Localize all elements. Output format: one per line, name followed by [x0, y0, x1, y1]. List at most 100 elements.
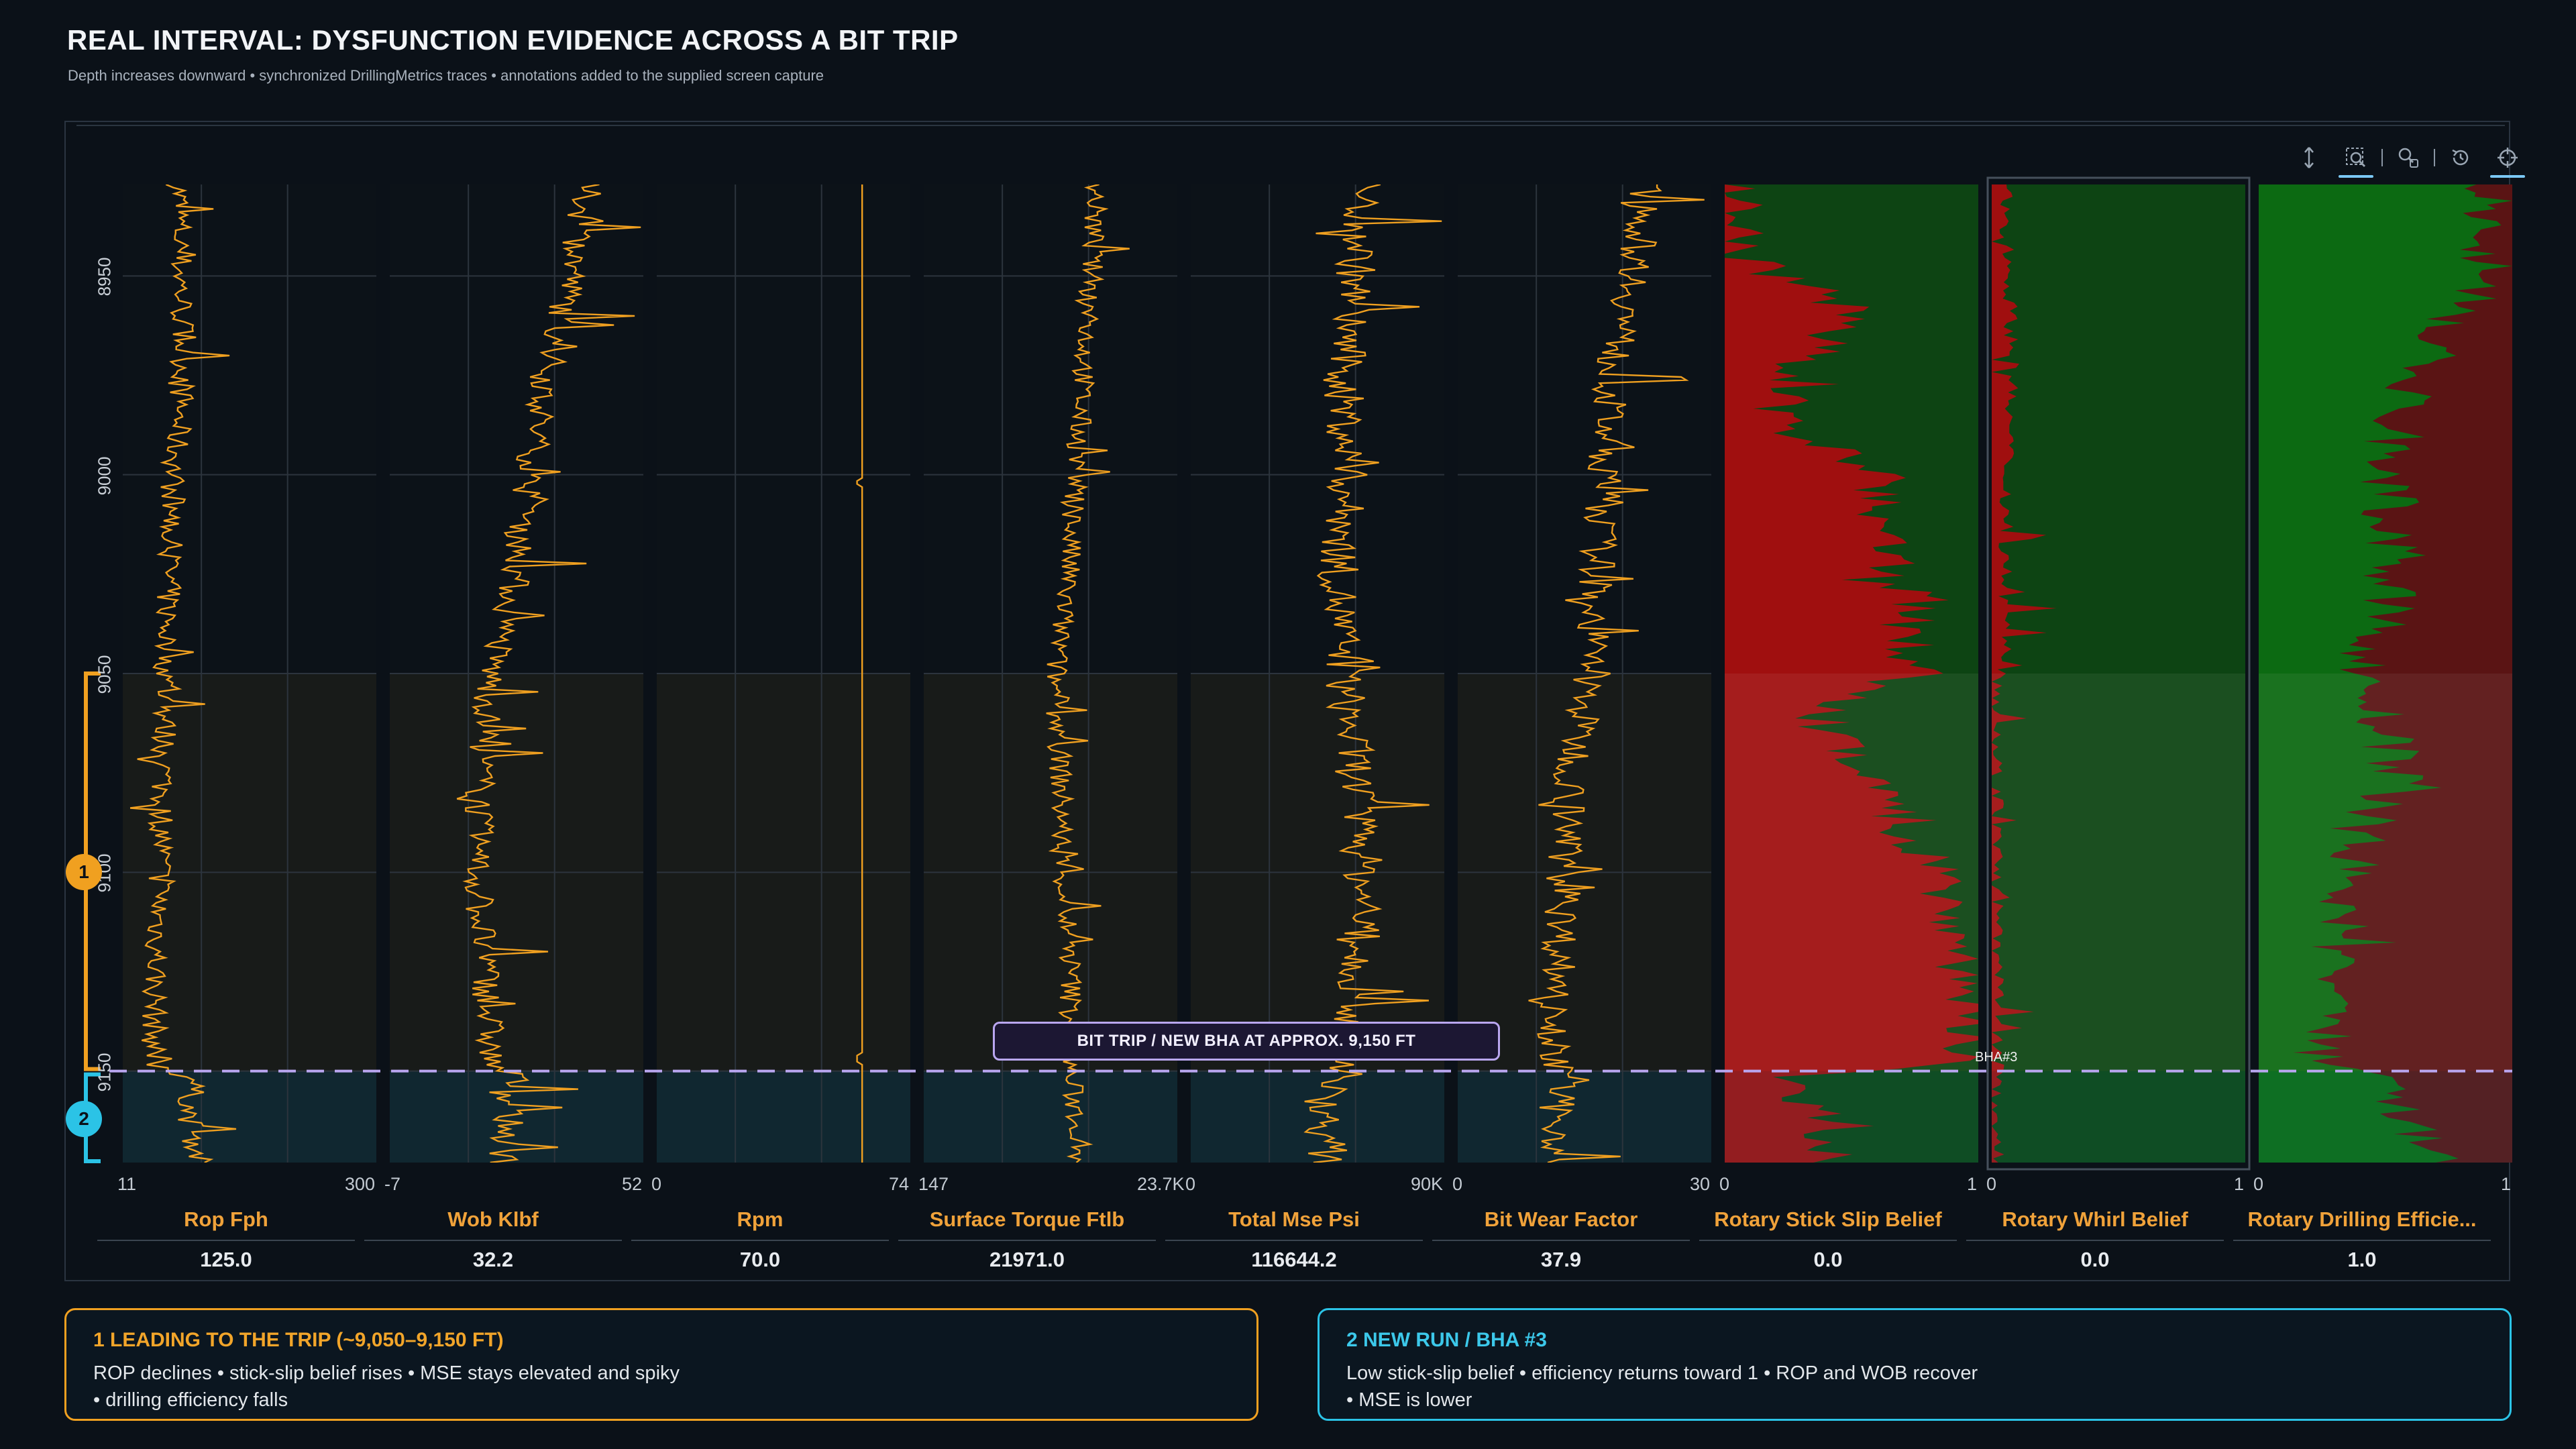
- track-footer: Total Mse Psi 116644.2: [1165, 1208, 1423, 1272]
- track-footer: Bit Wear Factor 37.9: [1432, 1208, 1690, 1272]
- track-name: Total Mse Psi: [1228, 1208, 1360, 1231]
- page-subtitle: Depth increases downward • synchronized …: [68, 67, 824, 84]
- zone-band: [1458, 1071, 1711, 1163]
- trace-line: [1046, 184, 1130, 1163]
- zone-overlay: [2259, 1071, 2512, 1163]
- track-max-label: 1: [1966, 1174, 1977, 1194]
- zone-band: [123, 1071, 376, 1163]
- track-3: [924, 184, 1177, 1163]
- track-max-label: 300: [344, 1174, 375, 1194]
- track-name: Rotary Whirl Belief: [2002, 1208, 2188, 1231]
- track-footer-rule: [898, 1240, 1156, 1241]
- track-footer-rule: [1699, 1240, 1957, 1241]
- trace-line: [856, 184, 863, 1163]
- belief-background: [1992, 184, 2245, 1163]
- track-4: [1191, 184, 1444, 1163]
- track-min-label: 0: [1185, 1174, 1196, 1194]
- belief-area: [1992, 184, 2057, 1163]
- track-min-label: 0: [651, 1174, 662, 1194]
- track-max-label: 30: [1689, 1174, 1710, 1194]
- trace-line: [129, 184, 237, 1163]
- note-new-run: 2 NEW RUN / BHA #3 Low stick-slip belief…: [1318, 1308, 2512, 1421]
- reset-icon[interactable]: [2446, 143, 2475, 172]
- track-current-value: 0.0: [1813, 1248, 1843, 1271]
- track-footer-rule: [97, 1240, 355, 1241]
- trace-line: [1303, 184, 1442, 1163]
- plot-toolbar: [2294, 141, 2525, 178]
- track-footer-rule: [364, 1240, 622, 1241]
- track-footer-rule: [1432, 1240, 1690, 1241]
- track-footer: Rotary Drilling Efficie... 1.0: [2233, 1208, 2491, 1272]
- note-2-title: 2 NEW RUN / BHA #3: [1346, 1329, 1547, 1351]
- zone-band: [390, 1071, 643, 1163]
- track-min-label: 0: [1452, 1174, 1463, 1194]
- track-max-label: 23.7K: [1137, 1174, 1185, 1194]
- belief-area: [1725, 184, 1978, 1163]
- zone-band: [924, 1071, 1177, 1163]
- chart-top-rule: [76, 125, 2505, 126]
- track-current-value: 1.0: [2347, 1248, 2377, 1271]
- note-1-title: 1 LEADING TO THE TRIP (~9,050–9,150 FT): [93, 1329, 504, 1351]
- track-footer-rule: [2233, 1240, 2491, 1241]
- whirl-track-highlight: [1986, 176, 2251, 1171]
- bit-trip-label: BIT TRIP / NEW BHA AT APPROX. 9,150 FT: [993, 1022, 1500, 1061]
- belief-area: [2259, 184, 2512, 1163]
- track-current-value: 37.9: [1540, 1248, 1582, 1271]
- track-footer: Rop Fph 125.0: [97, 1208, 355, 1272]
- toolbar-separator: [2381, 149, 2383, 166]
- zone-overlay: [1992, 674, 2245, 1071]
- zone-2-marker: 2: [66, 1100, 102, 1137]
- zone-overlay: [1725, 1071, 1978, 1163]
- track-min-label: 0: [1719, 1174, 1730, 1194]
- track-name: Surface Torque Ftlb: [929, 1208, 1125, 1231]
- zone-band: [657, 1071, 910, 1163]
- track-1: [390, 184, 643, 1163]
- track-current-value: 32.2: [472, 1248, 514, 1271]
- track-current-value: 0.0: [2080, 1248, 2110, 1271]
- zone-overlay: [2259, 674, 2512, 1071]
- track-min-label: 0: [1986, 1174, 1997, 1194]
- track-7: [1992, 184, 2245, 1163]
- track-name: Bit Wear Factor: [1484, 1208, 1638, 1231]
- track-name: Rop Fph: [184, 1208, 268, 1231]
- box-zoom-icon[interactable]: [2339, 143, 2373, 178]
- note-2-line-1: Low stick-slip belief • efficiency retur…: [1346, 1362, 1978, 1384]
- track-6: [1725, 184, 1978, 1163]
- track-footer-rule: [631, 1240, 889, 1241]
- note-2-line-2: • MSE is lower: [1346, 1389, 1472, 1411]
- track-name: Rotary Drilling Efficie...: [2247, 1208, 2477, 1231]
- depth-tick-label: 9050: [94, 655, 115, 694]
- trace-line: [1528, 184, 1705, 1163]
- track-8: [2259, 184, 2512, 1163]
- track-current-value: 125.0: [200, 1248, 252, 1271]
- track-max-label: 1: [2233, 1174, 2244, 1194]
- note-1-line-1: ROP declines • stick-slip belief rises •…: [93, 1362, 680, 1384]
- crosshair-icon[interactable]: [2490, 143, 2525, 178]
- track-current-value: 70.0: [739, 1248, 781, 1271]
- track-footer-rule: [1966, 1240, 2224, 1241]
- track-max-label: 74: [888, 1174, 909, 1194]
- zone-band: [1191, 1071, 1444, 1163]
- bha-label: BHA#3: [1975, 1050, 2018, 1065]
- track-max-label: 52: [621, 1174, 642, 1194]
- zone-overlay: [1992, 1071, 2245, 1163]
- depth-tick-label: 9000: [94, 456, 115, 496]
- track-0: [123, 184, 376, 1163]
- track-footer: Rotary Whirl Belief 0.0: [1966, 1208, 2224, 1272]
- note-leading-to-trip: 1 LEADING TO THE TRIP (~9,050–9,150 FT) …: [64, 1308, 1258, 1421]
- track-footer: Wob Klbf 32.2: [364, 1208, 622, 1272]
- zone-1-marker: 1: [66, 854, 102, 891]
- track-footer: Surface Torque Ftlb 21971.0: [898, 1208, 1156, 1272]
- trace-line: [456, 184, 641, 1163]
- track-footer-rule: [1165, 1240, 1423, 1241]
- vertical-pan-icon[interactable]: [2294, 143, 2324, 172]
- track-current-value: 116644.2: [1251, 1248, 1337, 1271]
- note-1-line-2: • drilling efficiency falls: [93, 1389, 288, 1411]
- zone-overlay: [1725, 674, 1978, 1071]
- track-min-label: 147: [918, 1174, 949, 1194]
- wheel-zoom-icon[interactable]: [2394, 143, 2423, 172]
- track-name: Rotary Stick Slip Belief: [1714, 1208, 1942, 1231]
- track-name: Wob Klbf: [447, 1208, 539, 1231]
- track-footer: Rotary Stick Slip Belief 0.0: [1699, 1208, 1957, 1272]
